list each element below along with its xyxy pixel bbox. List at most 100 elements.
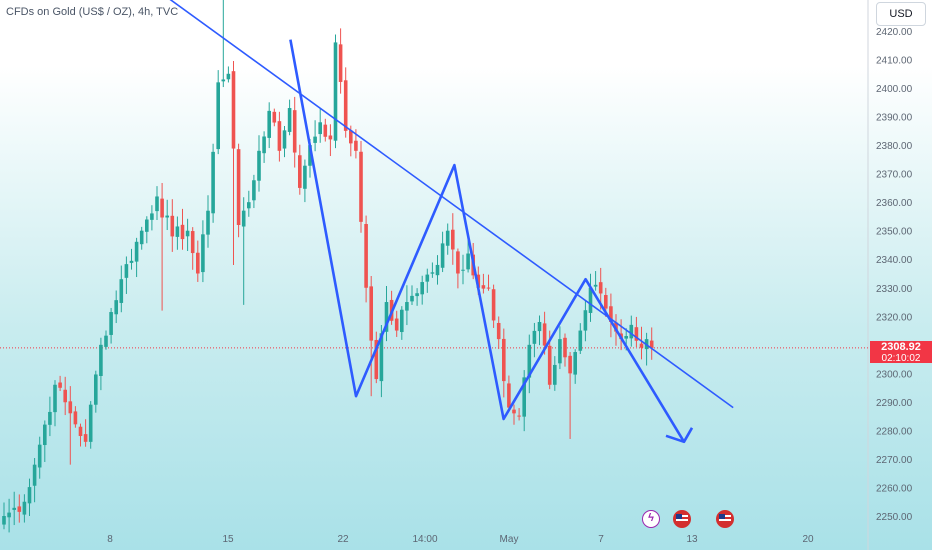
candle-body: [313, 136, 317, 143]
candle-body: [287, 108, 292, 132]
candle: [364, 215, 368, 303]
candle: [425, 268, 430, 293]
candle-body: [435, 264, 440, 276]
candle-body: [359, 151, 363, 222]
candle-body: [272, 111, 277, 123]
candle-body: [609, 306, 613, 322]
candle-body: [155, 196, 159, 212]
candle: [201, 220, 205, 283]
candle-body: [440, 243, 445, 268]
candle-body: [226, 73, 231, 80]
candle-body: [430, 272, 435, 274]
candle-body: [145, 219, 149, 232]
candle-body: [247, 202, 251, 209]
lightning-icon[interactable]: ϟ: [642, 510, 660, 528]
candle-body: [58, 382, 62, 388]
candle-body: [236, 149, 241, 225]
candle-body: [573, 352, 577, 375]
candle-body: [43, 424, 47, 446]
candle-body: [547, 345, 552, 385]
candle: [583, 301, 588, 342]
candle: [119, 265, 124, 313]
candle: [83, 419, 88, 447]
candle-body: [527, 344, 532, 378]
candle-body: [405, 302, 409, 311]
candle-body: [639, 343, 644, 348]
candle-body: [496, 322, 501, 340]
candle-body: [68, 401, 73, 414]
candle: [185, 218, 190, 251]
candle: [568, 352, 572, 439]
candle-body: [400, 309, 404, 333]
candle: [211, 143, 215, 223]
candle-body: [604, 295, 608, 309]
candle-body: [262, 136, 266, 154]
candle: [32, 458, 37, 503]
candle-body: [563, 337, 567, 358]
price-tick-label: 2380.00: [876, 141, 913, 152]
time-axis[interactable]: 8 15 22 14:00 May 7 13 20: [107, 534, 814, 545]
resistance-trendline: [169, 0, 734, 409]
candle: [639, 326, 644, 360]
candle-body: [583, 310, 588, 331]
candle: [430, 262, 435, 278]
candle: [22, 494, 27, 523]
candle-body: [374, 339, 379, 380]
candle-body: [221, 79, 226, 82]
price-tick-label: 2360.00: [876, 198, 913, 209]
price-axis[interactable]: 2420.00 2410.00 2400.00 2390.00 2380.00 2370.…: [876, 27, 913, 523]
us-flag-icon[interactable]: [716, 510, 734, 528]
candle: [400, 306, 404, 340]
candle-body: [532, 330, 537, 344]
candle-body: [88, 404, 93, 442]
candle: [94, 370, 98, 413]
candle-body: [308, 145, 312, 166]
candle: [160, 182, 164, 311]
candle-body: [415, 293, 419, 297]
candle-body: [12, 507, 16, 510]
candle: [190, 227, 195, 270]
candle-body: [139, 230, 144, 245]
candle-body: [384, 302, 389, 332]
candle-body: [568, 355, 572, 374]
candle-body: [78, 426, 83, 437]
candle: [292, 96, 297, 168]
candle: [267, 102, 271, 149]
last-price-label: 2308.92 02:10:02: [870, 341, 932, 364]
candle: [491, 284, 496, 328]
time-tick-label: 13: [686, 534, 698, 545]
candle-body: [558, 339, 562, 364]
candle: [323, 118, 328, 142]
candle: [221, 0, 226, 88]
candle: [63, 376, 67, 416]
candle-body: [37, 444, 42, 468]
candle-body: [323, 124, 328, 137]
candle-body: [216, 82, 220, 150]
candle-body: [17, 506, 22, 512]
candle: [175, 216, 180, 250]
currency-button[interactable]: USD: [876, 2, 926, 26]
candle: [73, 406, 78, 428]
candle-body: [211, 151, 215, 214]
candle-body: [2, 516, 6, 525]
candle-body: [175, 226, 180, 237]
us-flag-icon[interactable]: [673, 510, 691, 528]
candle: [114, 290, 118, 324]
candle-body: [420, 282, 424, 295]
candle-body: [481, 285, 486, 289]
candle: [109, 307, 113, 344]
candle-body: [114, 300, 118, 315]
candle-body: [338, 44, 343, 82]
time-tick-label: 15: [222, 534, 234, 545]
candle: [272, 108, 277, 127]
candle: [247, 190, 251, 217]
candle: [553, 356, 557, 391]
candle-body: [27, 487, 32, 504]
candle: [394, 310, 399, 337]
candle-body: [252, 180, 256, 201]
candle-body: [578, 330, 583, 351]
arrowhead: [665, 427, 694, 444]
candle-body: [206, 210, 210, 235]
candle-body: [649, 340, 654, 348]
